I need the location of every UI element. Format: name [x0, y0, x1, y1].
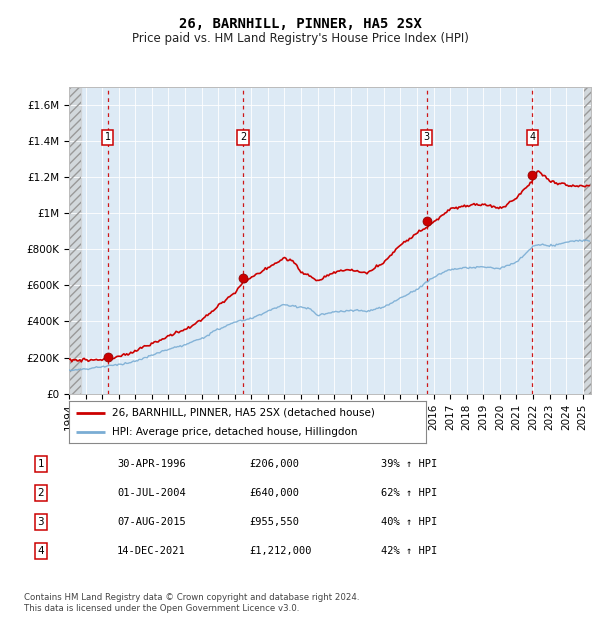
- Text: Price paid vs. HM Land Registry's House Price Index (HPI): Price paid vs. HM Land Registry's House …: [131, 32, 469, 45]
- Text: £206,000: £206,000: [249, 459, 299, 469]
- Bar: [69, 87, 82, 394]
- Text: £955,550: £955,550: [249, 517, 299, 527]
- Text: 40% ↑ HPI: 40% ↑ HPI: [381, 517, 437, 527]
- Text: 07-AUG-2015: 07-AUG-2015: [117, 517, 186, 527]
- Bar: [584, 87, 591, 394]
- Text: 4: 4: [37, 546, 44, 556]
- Text: 62% ↑ HPI: 62% ↑ HPI: [381, 488, 437, 498]
- Text: 01-JUL-2004: 01-JUL-2004: [117, 488, 186, 498]
- Text: 3: 3: [424, 133, 430, 143]
- Text: 26, BARNHILL, PINNER, HA5 2SX (detached house): 26, BARNHILL, PINNER, HA5 2SX (detached …: [112, 407, 375, 417]
- Bar: [584, 87, 591, 394]
- Text: HPI: Average price, detached house, Hillingdon: HPI: Average price, detached house, Hill…: [112, 427, 358, 437]
- Bar: [69, 87, 82, 394]
- Text: 2: 2: [240, 133, 246, 143]
- Text: 14-DEC-2021: 14-DEC-2021: [117, 546, 186, 556]
- Text: 39% ↑ HPI: 39% ↑ HPI: [381, 459, 437, 469]
- Text: 30-APR-1996: 30-APR-1996: [117, 459, 186, 469]
- Text: Contains HM Land Registry data © Crown copyright and database right 2024.
This d: Contains HM Land Registry data © Crown c…: [24, 593, 359, 613]
- Text: 3: 3: [37, 517, 44, 527]
- Text: 2: 2: [37, 488, 44, 498]
- Text: £640,000: £640,000: [249, 488, 299, 498]
- Text: 42% ↑ HPI: 42% ↑ HPI: [381, 546, 437, 556]
- Text: 1: 1: [37, 459, 44, 469]
- Text: 26, BARNHILL, PINNER, HA5 2SX: 26, BARNHILL, PINNER, HA5 2SX: [179, 17, 421, 32]
- Text: 1: 1: [104, 133, 110, 143]
- Text: £1,212,000: £1,212,000: [249, 546, 311, 556]
- Text: 4: 4: [529, 133, 535, 143]
